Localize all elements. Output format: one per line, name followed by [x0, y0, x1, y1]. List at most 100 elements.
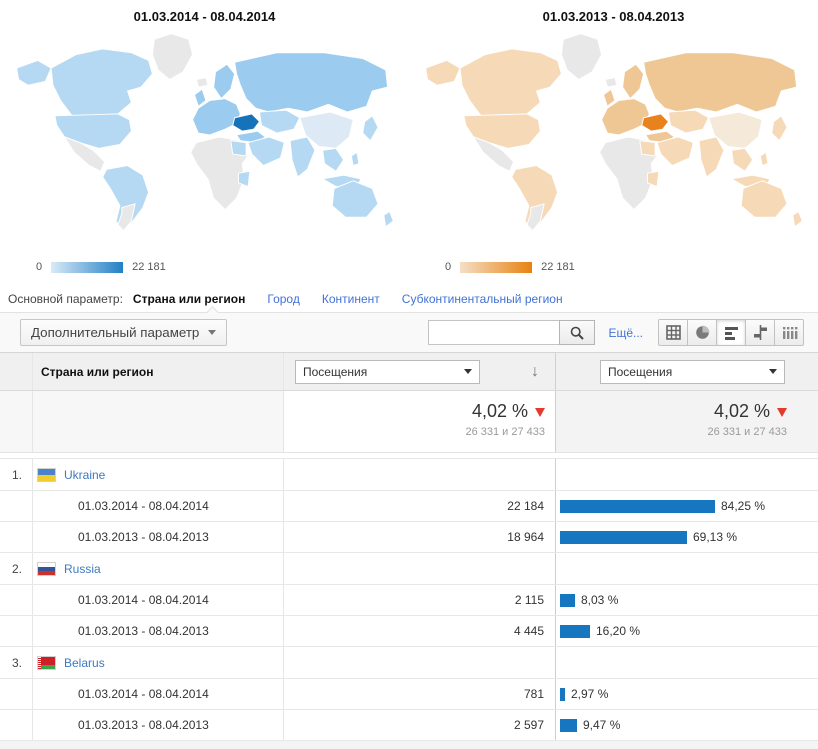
pie-chart-icon — [695, 325, 709, 339]
row-index: 1. — [0, 459, 33, 490]
country-link[interactable]: Ukraine — [64, 467, 106, 482]
delta-percent-2: 4,02 % — [713, 401, 770, 421]
percent-bar — [560, 530, 687, 544]
map-region-africa[interactable] — [598, 136, 658, 211]
map-region-usa[interactable] — [462, 113, 541, 149]
summary-index-cell — [0, 391, 33, 452]
map-region-japan[interactable] — [770, 115, 788, 142]
legend-min: 0 — [445, 261, 452, 273]
map-region-new-zealand[interactable] — [791, 210, 803, 228]
map-region-europe[interactable] — [600, 98, 650, 136]
metric-select-2[interactable]: Посещения — [600, 359, 785, 384]
map-region-new-zealand[interactable] — [382, 210, 394, 228]
map-region-mexico[interactable] — [472, 136, 514, 172]
country-link[interactable]: Belarus — [64, 655, 105, 670]
metric-select-1[interactable]: Посещения — [295, 359, 480, 384]
pivot-icon — [782, 327, 797, 339]
percent-label: 2,97 % — [571, 687, 609, 701]
map-region-australia[interactable] — [331, 180, 379, 218]
secondary-dimension-button[interactable]: Дополнительный параметр — [20, 319, 228, 346]
map-region-japan[interactable] — [361, 115, 379, 142]
map-region-canada[interactable] — [50, 48, 153, 117]
comparison-view-button[interactable] — [745, 319, 775, 346]
percent-label: 9,47 % — [583, 718, 621, 732]
map-region-russia[interactable] — [233, 52, 388, 113]
pivot-view-button[interactable] — [774, 319, 804, 346]
visits-value: 781 — [284, 679, 556, 709]
geo-map-comparison: 01.03.2014 - 08.04.2014 0 22 181 01.03.2… — [0, 0, 818, 285]
map-region-central-asia[interactable] — [258, 109, 300, 134]
period-label: 01.03.2013 - 08.04.2013 — [33, 616, 284, 646]
visits-value: 22 184 — [284, 491, 556, 521]
map-title-previous: 01.03.2013 - 08.04.2013 — [542, 9, 685, 24]
map-region-southern-cone[interactable] — [117, 203, 136, 232]
map-region-greenland[interactable] — [151, 33, 193, 80]
bar-cell — [556, 459, 818, 490]
map-region-uk[interactable] — [602, 88, 615, 107]
dimension-city-link[interactable]: Город — [267, 291, 300, 306]
map-region-ukraine[interactable] — [640, 113, 669, 132]
summary-metric1-cell: 4,02 % 26 331 и 27 433 — [284, 391, 556, 452]
map-region-india[interactable] — [698, 136, 724, 178]
map-region-indochina[interactable] — [730, 147, 753, 172]
visits-value: 18 964 — [284, 522, 556, 552]
ua-flag-icon — [38, 468, 55, 481]
table-view-button[interactable] — [658, 319, 688, 346]
map-region-middle-east[interactable] — [247, 136, 285, 167]
period-label: 01.03.2013 - 08.04.2013 — [33, 522, 284, 552]
arrow-down-red-icon — [777, 408, 787, 417]
map-region-middle-east[interactable] — [656, 136, 694, 167]
map-region-africa[interactable] — [189, 136, 249, 211]
percent-bar — [560, 687, 565, 701]
percent-label: 84,25 % — [721, 499, 766, 513]
percentage-view-button[interactable] — [687, 319, 717, 346]
performance-view-button[interactable] — [716, 319, 746, 346]
map-region-ukraine[interactable] — [231, 113, 260, 132]
dimension-country-selected[interactable]: Страна или регион — [132, 291, 246, 306]
map-region-scandinavia[interactable] — [212, 63, 235, 100]
map-region-australia[interactable] — [740, 180, 788, 218]
map-region-kenya[interactable] — [237, 170, 250, 188]
world-map-current[interactable] — [9, 28, 401, 240]
chevron-down-icon — [769, 369, 777, 374]
map-region-russia[interactable] — [642, 52, 797, 113]
map-region-mexico[interactable] — [63, 136, 105, 172]
dimension-continent-link[interactable]: Континент — [321, 291, 380, 306]
horizontal-bars-icon — [724, 327, 738, 340]
map-region-alaska[interactable] — [15, 59, 52, 86]
search-input[interactable] — [428, 320, 561, 345]
search-button[interactable] — [559, 320, 596, 345]
map-region-kenya[interactable] — [646, 170, 659, 188]
map-region-philippines[interactable] — [759, 151, 768, 167]
map-region-iceland[interactable] — [604, 77, 617, 88]
primary-dimension-label: Основной параметр: — [8, 291, 123, 306]
sort-descending-icon[interactable]: ↓ — [531, 362, 539, 380]
secondary-dimension-label: Дополнительный параметр — [31, 325, 200, 340]
map-region-iceland[interactable] — [195, 77, 208, 88]
dimension-subcontinent-link[interactable]: Субконтинентальный регион — [401, 291, 563, 306]
period-label: 01.03.2014 - 08.04.2014 — [33, 491, 284, 521]
country-link[interactable]: Russia — [64, 561, 101, 576]
header-metric2-cell: Посещения — [556, 353, 818, 390]
map-region-central-asia[interactable] — [667, 109, 709, 134]
map-region-india[interactable] — [289, 136, 315, 178]
map-region-indochina[interactable] — [321, 147, 344, 172]
map-legend-current: 0 22 181 — [36, 261, 166, 273]
map-region-scandinavia[interactable] — [621, 63, 644, 100]
map-region-egypt[interactable] — [638, 140, 656, 157]
map-region-usa[interactable] — [53, 113, 132, 149]
map-region-china[interactable] — [707, 111, 763, 149]
map-region-greenland[interactable] — [560, 33, 602, 80]
map-region-europe[interactable] — [191, 98, 241, 136]
more-link[interactable]: Ещё... — [608, 325, 643, 340]
map-region-southern-cone[interactable] — [526, 203, 545, 232]
map-region-canada[interactable] — [459, 48, 562, 117]
map-region-alaska[interactable] — [424, 59, 461, 86]
map-region-china[interactable] — [298, 111, 354, 149]
metric-select-1-value: Посещения — [303, 364, 368, 379]
table-row-country: 3. Belarus — [0, 647, 818, 679]
map-region-egypt[interactable] — [229, 140, 247, 157]
map-region-philippines[interactable] — [350, 151, 359, 167]
map-region-uk[interactable] — [193, 88, 206, 107]
world-map-previous[interactable] — [418, 28, 810, 240]
